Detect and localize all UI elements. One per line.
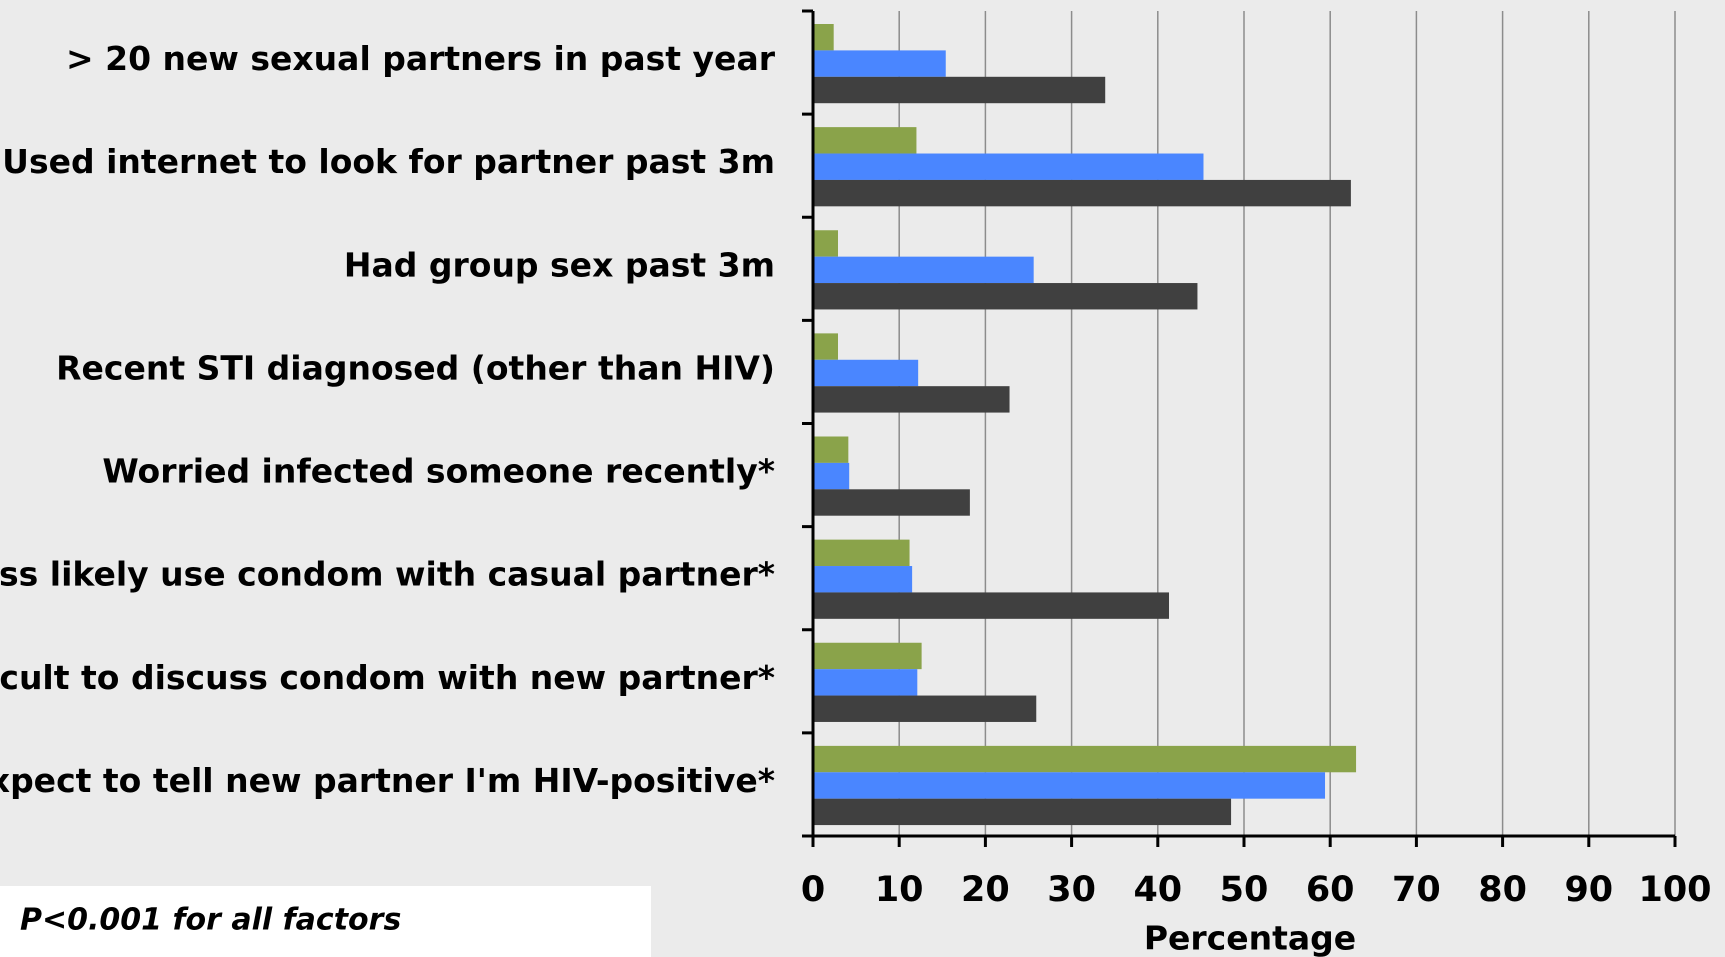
y-tick-label: > 20 new sexual partners in past year [66,39,776,78]
bar [813,695,1037,722]
bar [813,436,849,463]
x-tick-label: 40 [1133,870,1182,910]
x-tick-label: 30 [1047,870,1096,910]
bar [813,592,1170,619]
y-tick-label: Recent STI diagnosed (other than HIV) [56,348,775,387]
bar [813,642,922,670]
bar [813,230,838,257]
x-tick-label: 20 [961,870,1010,910]
x-tick-label: 100 [1638,870,1711,910]
bar [813,798,1232,826]
annotation: P<0.001 for all factors [20,903,401,938]
y-tick-label: Expect to tell new partner I'm HIV-posit… [0,761,775,800]
bar [813,359,919,387]
y-tick-label: Used internet to look for partner past 3… [2,142,775,181]
bar [813,539,910,567]
bar [813,76,1106,104]
bar [813,283,1198,310]
bar [813,24,834,51]
y-tick-label: Worried infected someone recently* [102,452,775,491]
bar [813,50,946,77]
bar [813,462,850,490]
bar [813,772,1326,799]
x-axis-label: Percentage [1144,919,1356,957]
x-tick-label: 60 [1306,870,1355,910]
note-box [0,886,651,957]
bar [813,745,1357,773]
y-tick-label: Less likely use condom with casual partn… [0,555,775,594]
bar [813,386,1010,413]
x-tick-label: 70 [1392,870,1441,910]
x-tick-label: 80 [1478,870,1527,910]
bar [813,489,970,516]
bar [813,566,913,593]
y-tick-label: Difficult to discuss condom with new par… [0,658,775,697]
x-tick-label: 0 [801,870,825,910]
x-tick-label: 50 [1220,870,1269,910]
x-tick-label: 90 [1564,870,1613,910]
bar [813,333,838,360]
bar [813,669,918,696]
bar [813,127,917,154]
y-tick-label: Had group sex past 3m [344,245,775,284]
bar [813,256,1034,284]
x-tick-label: 10 [875,870,924,910]
bar [813,153,1204,180]
bar [813,179,1351,207]
